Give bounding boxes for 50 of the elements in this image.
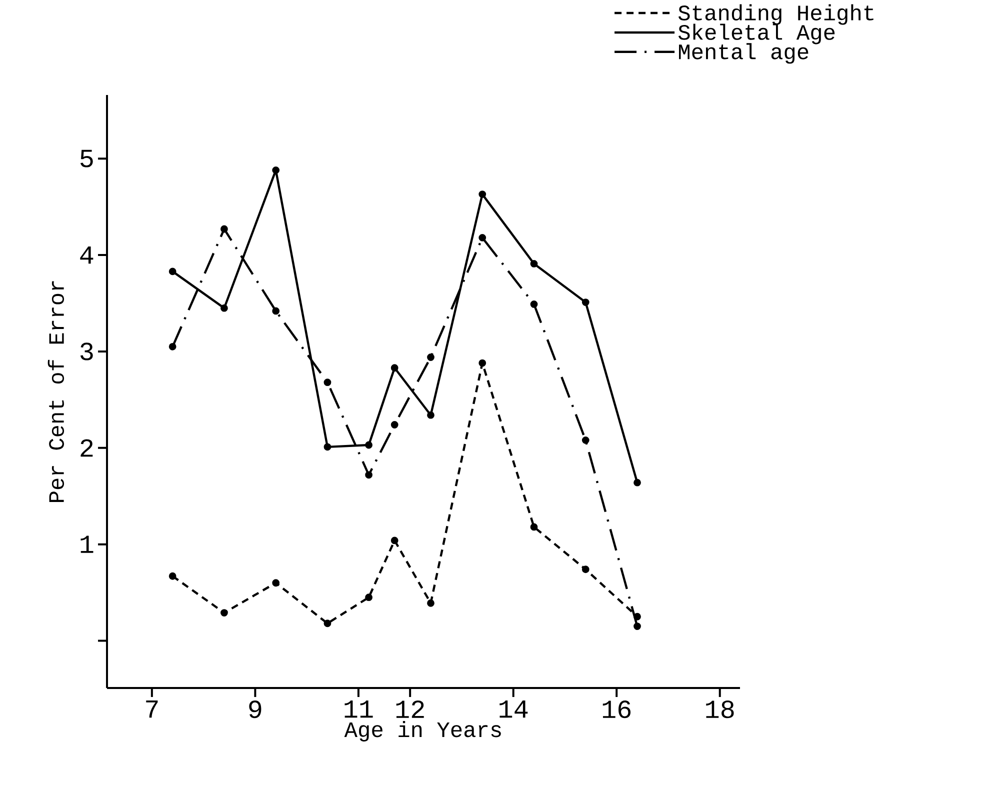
- x-tick-label: 18: [706, 700, 734, 718]
- point: [168, 572, 176, 580]
- point: [478, 359, 486, 367]
- point: [427, 411, 434, 419]
- point: [168, 268, 176, 276]
- point: [220, 225, 228, 233]
- point: [427, 599, 434, 607]
- point: [390, 421, 398, 428]
- point: [272, 166, 280, 174]
- x-tick-label: 14: [500, 700, 528, 718]
- point: [427, 354, 434, 361]
- point: [634, 612, 641, 620]
- point: [582, 566, 590, 574]
- point: [530, 260, 538, 268]
- point: [634, 622, 641, 630]
- point: [324, 443, 332, 451]
- point: [365, 441, 372, 449]
- point: [530, 523, 538, 531]
- y-tick-label: 1: [80, 536, 94, 553]
- point: [390, 364, 398, 372]
- point: [220, 609, 228, 616]
- point: [365, 594, 372, 602]
- point: [272, 579, 280, 587]
- point: [530, 300, 538, 308]
- point: [634, 478, 641, 486]
- point: [324, 620, 332, 628]
- point: [582, 436, 590, 444]
- point: [168, 342, 176, 350]
- y-tick-label: 2: [80, 439, 93, 457]
- point: [478, 234, 486, 242]
- legend-label: Mental age: [679, 43, 808, 64]
- point: [365, 471, 372, 479]
- y-tick-label: 4: [80, 246, 94, 264]
- point: [324, 378, 332, 386]
- x-axis-title: Age in Years: [344, 721, 501, 742]
- legend-label: Skeletal Age: [678, 24, 835, 44]
- point: [390, 536, 398, 544]
- point: [272, 307, 280, 315]
- x-tick-label: 11: [344, 700, 373, 718]
- legend-label: Standing Height: [678, 4, 874, 25]
- y-tick-label: 3: [80, 342, 93, 360]
- x-tick-label: 9: [249, 700, 262, 718]
- x-tick-label: 16: [602, 700, 631, 718]
- y-tick-label: 5: [80, 150, 93, 168]
- x-tick-label: 12: [396, 700, 424, 718]
- y-axis-title: Per Cent of Error: [48, 281, 64, 502]
- point: [478, 190, 486, 198]
- point: [220, 304, 228, 312]
- point: [582, 298, 590, 306]
- x-tick-label: 7: [146, 700, 158, 718]
